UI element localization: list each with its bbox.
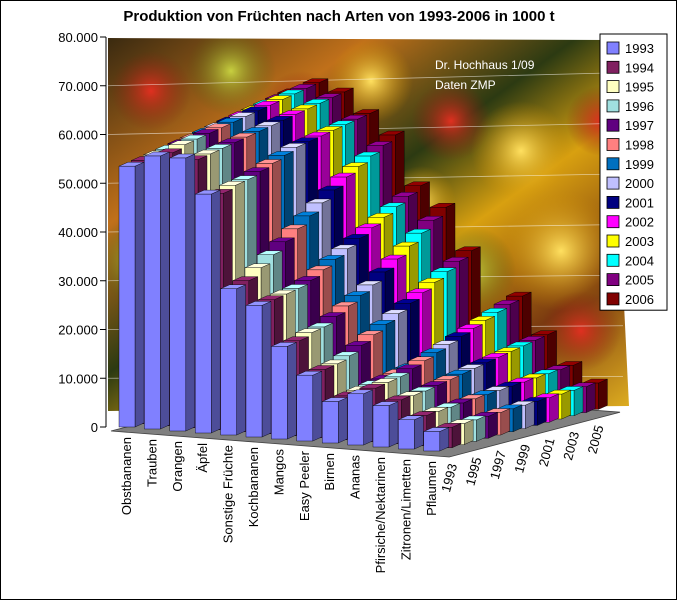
- category-label: Mangos: [271, 449, 286, 496]
- legend-entry: 1995: [625, 80, 654, 95]
- legend-entry: 2001: [625, 195, 654, 210]
- category-label: Orangen: [170, 441, 185, 492]
- legend-swatch: [606, 157, 620, 171]
- bar: [169, 153, 196, 432]
- category-label: Easy Peeler: [297, 450, 312, 521]
- legend-entry: 2002: [625, 215, 654, 230]
- legend-swatch: [606, 138, 620, 151]
- axes: 0 10.000 20.000 30.000 40.000 50.000 60.000 70.…: [58, 30, 606, 573]
- legend-swatch: [606, 234, 620, 248]
- legend-swatch: [606, 253, 620, 267]
- legend-entry: 1998: [625, 138, 654, 153]
- y-tick-label: 70.000: [58, 79, 98, 94]
- bar: [118, 161, 145, 428]
- legend-entry: 1993: [625, 41, 654, 56]
- legend: 1993 1994 1995 1996 1997 1998 1999 2000 2001 2002…: [599, 33, 668, 311]
- y-tick-label: 30.000: [58, 274, 98, 289]
- legend-entry: 1999: [625, 157, 654, 172]
- y-tick-label: 50.000: [58, 176, 98, 191]
- bar: [220, 284, 246, 436]
- category-label: Kochbananen: [246, 447, 261, 527]
- bar: [144, 151, 170, 430]
- depth-axis-label: 2003: [560, 430, 582, 462]
- y-tick-label: 80.000: [58, 30, 98, 45]
- bar: [423, 427, 449, 452]
- legend-swatch: [606, 195, 620, 209]
- depth-axis-label: 1995: [463, 455, 485, 487]
- bar: [245, 301, 272, 438]
- depth-axis-label: 1997: [487, 449, 509, 481]
- gridline: [107, 21, 624, 38]
- chart-title: Produktion von Früchten nach Arten von 1…: [123, 8, 554, 25]
- y-tick-label: 10.000: [58, 371, 98, 386]
- bar: [398, 415, 424, 450]
- depth-axis-label: 1993: [438, 462, 460, 494]
- bar: [347, 389, 373, 446]
- legend-box: [599, 33, 668, 311]
- bar: [271, 342, 297, 440]
- category-label: Zitronen/Limetten: [398, 459, 413, 560]
- bars: [118, 78, 608, 452]
- category-label: Pflaumen: [424, 461, 439, 516]
- y-tick-label: 0: [91, 420, 98, 435]
- bar: [194, 189, 221, 434]
- legend-entry: 1997: [625, 118, 654, 133]
- bar: [372, 401, 399, 448]
- legend-entry: 2004: [625, 253, 654, 268]
- legend-swatch: [606, 292, 620, 306]
- legend-swatch: [606, 273, 620, 287]
- y-tick-label: 60.000: [58, 128, 98, 143]
- depth-axis-label: 2005: [585, 423, 607, 455]
- gridline: [107, 72, 624, 87]
- legend-swatch: [606, 118, 620, 132]
- legend-swatch: [606, 80, 620, 93]
- legend-swatch: [606, 215, 620, 229]
- legend-entry: 1994: [625, 60, 654, 75]
- y-tick-label: 20.000: [58, 323, 98, 338]
- category-label: Trauben: [144, 439, 159, 487]
- legend-entry: 2006: [625, 292, 654, 307]
- annotation-source: Daten ZMP: [435, 78, 496, 92]
- depth-axis-label: 2001: [536, 436, 558, 468]
- category-label: Ananas: [348, 455, 363, 500]
- legend-swatch: [606, 41, 620, 55]
- category-label: Sonstige Früchte: [221, 445, 236, 543]
- annotation-author: Dr. Hochhaus 1/09: [435, 58, 535, 72]
- category-label: Pfirsiche/Nektarinen: [373, 457, 388, 573]
- bar: [322, 397, 348, 444]
- category-label: Obstbananen: [119, 437, 134, 515]
- depth-axis-label: 1999: [511, 443, 533, 475]
- legend-entry: 1996: [625, 99, 654, 114]
- legend-swatch: [606, 99, 620, 113]
- legend-entry: 2003: [625, 234, 654, 249]
- category-label: Äpfel: [195, 443, 210, 473]
- legend-entry: 2005: [625, 273, 654, 288]
- y-tick-label: 40.000: [58, 225, 98, 240]
- bar: [296, 370, 322, 442]
- legend-swatch: [606, 60, 620, 74]
- category-label: Birnen: [322, 453, 337, 491]
- legend-swatch: [606, 176, 620, 190]
- legend-entry: 2000: [625, 176, 654, 191]
